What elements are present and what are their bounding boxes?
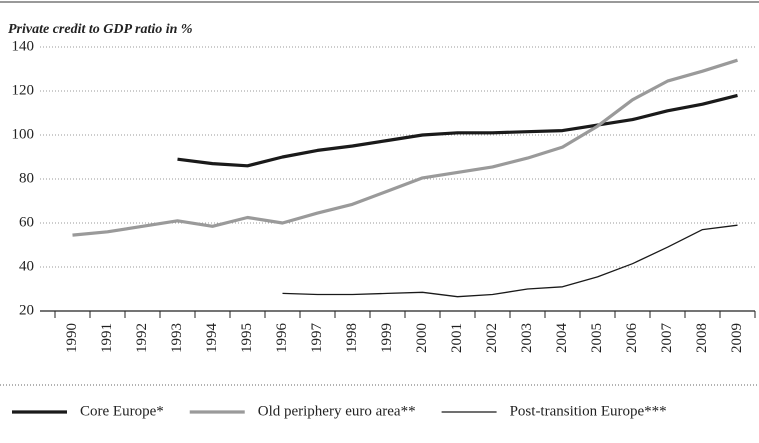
legend-label: Post-transition Europe*** [510,403,667,419]
x-tick-label: 2004 [554,323,570,354]
x-tick-label: 2007 [659,323,675,354]
series-line [72,58,738,237]
x-tick-label: 2006 [624,323,640,354]
x-tick-label: 1992 [134,323,150,353]
x-tick-label: 1991 [99,323,115,353]
series-line [177,93,738,168]
y-tick-label: 100 [12,126,35,142]
legend-label: Core Europe* [80,403,164,419]
x-tick-label: 2001 [449,323,465,353]
x-tick-label: 1998 [344,323,360,353]
x-tick-label: 2002 [484,323,500,353]
y-tick-label: 80 [19,170,34,186]
x-tick-label: 2003 [519,323,535,353]
y-tick-label: 140 [12,38,35,54]
legend-label: Old periphery euro area** [258,403,416,419]
x-tick-label: 1995 [239,323,255,353]
series-line [282,224,738,298]
chart-title: Private credit to GDP ratio in % [8,22,193,37]
x-tick-label: 2008 [694,323,710,353]
x-tick-label: 1999 [379,323,395,353]
y-tick-label: 40 [19,258,34,274]
y-tick-label: 20 [19,302,34,318]
x-tick-label: 1990 [64,323,80,353]
x-tick-label: 1997 [309,323,325,354]
x-tick-label: 2005 [589,323,605,353]
y-tick-label: 60 [19,214,34,230]
x-tick-label: 2000 [414,323,430,353]
x-tick-label: 1993 [169,323,185,353]
x-tick-label: 1996 [274,323,290,354]
x-tick-label: 2009 [729,323,745,353]
y-tick-label: 120 [12,82,35,98]
x-tick-label: 1994 [204,323,220,354]
